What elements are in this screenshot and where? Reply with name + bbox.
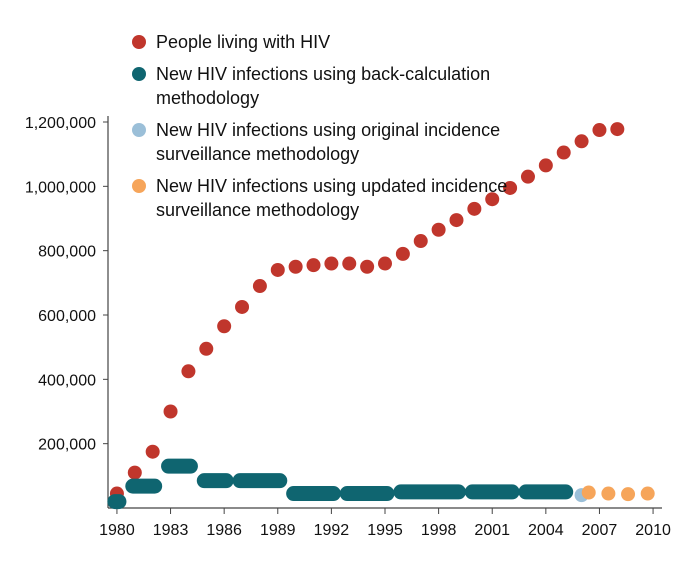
y-tick-label: 1,000,000 <box>25 179 96 196</box>
updated-method-point <box>601 486 616 501</box>
plwh-point <box>235 299 250 314</box>
x-tick-label: 1986 <box>206 522 242 539</box>
x-tick-label: 1992 <box>314 522 350 539</box>
legend-label-updated: New HIV infections using updated inciden… <box>156 176 508 220</box>
updated-method-point <box>640 486 655 501</box>
legend: People living with HIV New HIV infection… <box>132 30 532 230</box>
plwh-point <box>413 234 428 249</box>
chart-marks <box>107 122 655 510</box>
legend-marker-people-living <box>132 35 146 49</box>
x-tick-label: 2007 <box>582 522 618 539</box>
plwh-point <box>163 404 178 419</box>
x-tick-label: 1989 <box>260 522 296 539</box>
plwh-point <box>431 222 446 237</box>
plwh-point <box>127 465 142 480</box>
plwh-point <box>288 259 303 274</box>
legend-marker-updated <box>132 179 146 193</box>
plwh-point <box>378 256 392 271</box>
plwh-point <box>592 123 607 138</box>
plwh-point <box>181 364 196 379</box>
y-tick-label: 400,000 <box>38 372 96 389</box>
plwh-point <box>252 279 267 294</box>
x-tick-label: 2001 <box>474 522 510 539</box>
legend-label-original: New HIV infections using original incide… <box>156 120 501 164</box>
plwh-point <box>199 341 214 356</box>
y-tick-label: 200,000 <box>38 437 96 454</box>
legend-item-back-calc: New HIV infections using back-calculatio… <box>132 62 532 110</box>
updated-method-point <box>621 487 636 502</box>
plwh-point <box>449 213 464 228</box>
y-tick-label: 600,000 <box>38 308 96 325</box>
plwh-point <box>270 262 285 277</box>
plwh-point <box>342 256 357 271</box>
plwh-point <box>360 259 375 274</box>
legend-marker-original <box>132 123 146 137</box>
y-tick-label: 800,000 <box>38 244 96 261</box>
plwh-point <box>538 158 553 173</box>
plwh-point <box>610 122 625 137</box>
plwh-point <box>217 319 232 334</box>
y-axis-ticks: 200,000 400,000 600,000 800,000 1,000,000 1,2… <box>25 115 108 454</box>
x-tick-label: 2010 <box>635 522 671 539</box>
x-tick-label: 1995 <box>367 522 403 539</box>
legend-marker-back-calc <box>132 67 146 81</box>
plwh-point <box>520 169 535 184</box>
plwh-point <box>485 192 500 207</box>
plwh-point <box>467 201 482 216</box>
x-tick-label: 1980 <box>99 522 135 539</box>
plwh-point <box>574 134 589 149</box>
legend-label-back-calc: New HIV infections using back-calculatio… <box>156 64 491 108</box>
x-tick-label: 2004 <box>528 522 564 539</box>
plwh-point <box>503 180 518 195</box>
updated-method-point <box>581 485 596 500</box>
plwh-point <box>324 256 339 271</box>
plwh-point <box>556 145 571 160</box>
legend-label-people-living: People living with HIV <box>156 32 331 52</box>
legend-item-original: New HIV infections using original incide… <box>132 118 532 166</box>
x-tick-label: 1998 <box>421 522 457 539</box>
legend-item-updated: New HIV infections using updated inciden… <box>132 174 532 222</box>
plwh-point <box>306 258 321 273</box>
legend-item-people-living: People living with HIV <box>132 30 532 54</box>
x-axis-ticks: 1980 1983 1986 1989 1992 1995 1998 2001 2004 2007… <box>99 508 671 539</box>
plwh-point <box>145 444 160 459</box>
plwh-point <box>395 246 410 261</box>
y-tick-label: 1,200,000 <box>25 115 96 132</box>
x-tick-label: 1983 <box>153 522 189 539</box>
